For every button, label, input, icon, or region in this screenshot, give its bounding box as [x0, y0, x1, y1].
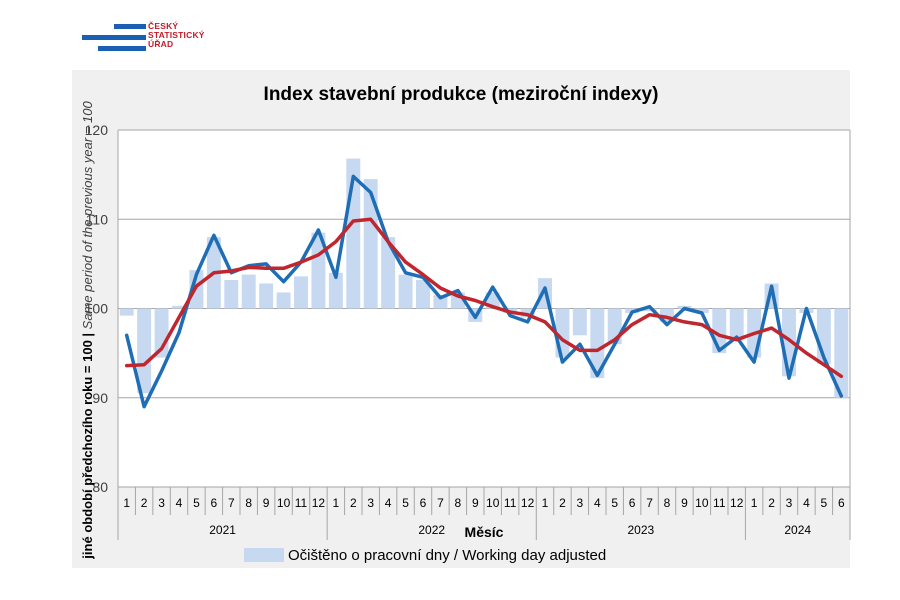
x-tick-label: 1 — [542, 496, 549, 510]
bar — [276, 292, 291, 309]
bar — [590, 308, 605, 379]
x-tick-label: 9 — [472, 496, 479, 510]
x-tick-label: 12 — [312, 496, 326, 510]
series-line-red — [124, 217, 844, 379]
y-axis-title-en: Same period of the previous year = 100 — [80, 101, 95, 330]
y-tick-label: 90 — [92, 390, 108, 406]
bar-layer — [119, 158, 849, 398]
x-tick-label: 5 — [402, 496, 409, 510]
y-tick-label: 110 — [86, 211, 109, 227]
bar — [224, 279, 239, 309]
x-tick-label: 10 — [277, 496, 291, 510]
x-tick-label: 2 — [559, 496, 566, 510]
year-label: 2023 — [628, 523, 655, 537]
x-tick-label: 6 — [838, 496, 845, 510]
x-tick-label: 11 — [713, 496, 726, 510]
x-tick-label: 11 — [295, 496, 308, 510]
x-tick-label: 4 — [803, 496, 810, 510]
x-tick-label: 5 — [611, 496, 618, 510]
legend: Očištěno o pracovní dny / Working day ad… — [244, 545, 606, 565]
x-tick-label: 7 — [646, 496, 653, 510]
bar — [328, 272, 343, 309]
bar — [416, 279, 430, 309]
x-tick-label: 8 — [245, 496, 252, 510]
x-tick-label: 11 — [504, 496, 517, 510]
x-tick-label: 12 — [730, 496, 744, 510]
legend-label-bars: Očištěno o pracovní dny / Working day ad… — [288, 546, 607, 564]
y-tick-label: 80 — [92, 479, 108, 495]
bar — [294, 276, 308, 309]
x-tick-label: 6 — [420, 496, 427, 510]
year-label: 2022 — [418, 523, 445, 537]
bar — [381, 237, 396, 309]
bar — [363, 179, 378, 309]
x-tick-label: 8 — [664, 496, 671, 510]
x-tick-label: 9 — [263, 496, 270, 510]
x-tick-label: 10 — [695, 496, 709, 510]
bar — [172, 305, 186, 309]
x-tick-label: 12 — [521, 496, 535, 510]
x-tick-label: 3 — [367, 496, 374, 510]
logo-line-2: STATISTICKÝ — [148, 30, 205, 40]
x-tick-label: 4 — [594, 496, 601, 510]
logo-stripe — [98, 46, 146, 51]
bar — [119, 308, 134, 316]
x-tick-label: 2 — [768, 496, 775, 510]
x-axis-title: Měsíc — [465, 524, 504, 540]
x-tick-label: 4 — [385, 496, 392, 510]
legend-swatch-bars — [244, 548, 284, 562]
y-tick-label: 120 — [85, 122, 109, 138]
x-tick-label: 10 — [486, 496, 500, 510]
bar — [572, 308, 587, 336]
x-tick-label: 3 — [577, 496, 584, 510]
x-tick-label: 3 — [158, 496, 165, 510]
bar — [729, 308, 744, 341]
bar — [259, 283, 274, 309]
y-axis-title-cz: jiné období předchozího roku = 100 | — [80, 329, 95, 559]
x-tick-label: 7 — [228, 496, 235, 510]
y-tick-label: 100 — [85, 301, 109, 317]
x-tick-label: 5 — [193, 496, 200, 510]
logo-text: ČESKÝ STATISTICKÝ ÚŘAD — [148, 22, 205, 49]
bar — [694, 308, 709, 313]
x-tick-label: 1 — [751, 496, 758, 510]
bar — [241, 274, 256, 309]
year-label: 2021 — [209, 523, 236, 537]
bar — [433, 295, 448, 309]
x-tick-label: 4 — [176, 496, 183, 510]
x-tick-label: 6 — [629, 496, 636, 510]
logo-line-3: ÚŘAD — [148, 39, 174, 49]
bar — [398, 274, 413, 309]
bar — [137, 308, 152, 394]
logo-stripe — [114, 24, 146, 29]
czso-logo: ČESKÝ STATISTICKÝ ÚŘAD — [82, 22, 222, 58]
x-tick-label: 1 — [333, 496, 340, 510]
y-axis-title: jiné období předchozího roku = 100 | Sam… — [80, 101, 95, 560]
x-tick-label: 8 — [455, 496, 462, 510]
x-tick-label: 1 — [123, 496, 130, 510]
x-tick-label: 5 — [821, 496, 828, 510]
line-layer — [124, 174, 844, 409]
bar — [642, 308, 657, 312]
year-label: 2024 — [784, 523, 811, 537]
x-tick-label: 2 — [141, 496, 148, 510]
logo-stripe — [82, 35, 146, 40]
x-tick-label: 7 — [437, 496, 444, 510]
logo-line-1: ČESKÝ — [148, 21, 179, 31]
x-tick-label: 3 — [786, 496, 793, 510]
x-tick-label: 2 — [350, 496, 357, 510]
x-tick-label: 6 — [211, 496, 218, 510]
x-tick-label: 9 — [681, 496, 688, 510]
chart-title: Index stavební produkce (meziroční index… — [263, 84, 659, 105]
